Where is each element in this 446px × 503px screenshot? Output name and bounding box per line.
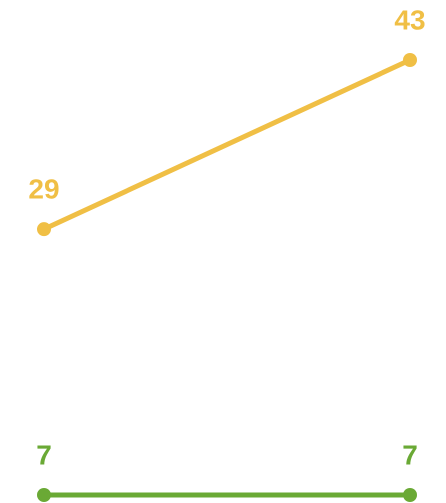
value-label: 7 <box>36 439 52 470</box>
value-label: 43 <box>394 4 425 35</box>
point <box>37 222 51 237</box>
point <box>403 488 417 502</box>
point <box>403 53 417 67</box>
value-label: 29 <box>28 174 59 205</box>
value-label: 7 <box>402 439 418 470</box>
point <box>37 488 51 502</box>
slope-line <box>41 57 413 232</box>
